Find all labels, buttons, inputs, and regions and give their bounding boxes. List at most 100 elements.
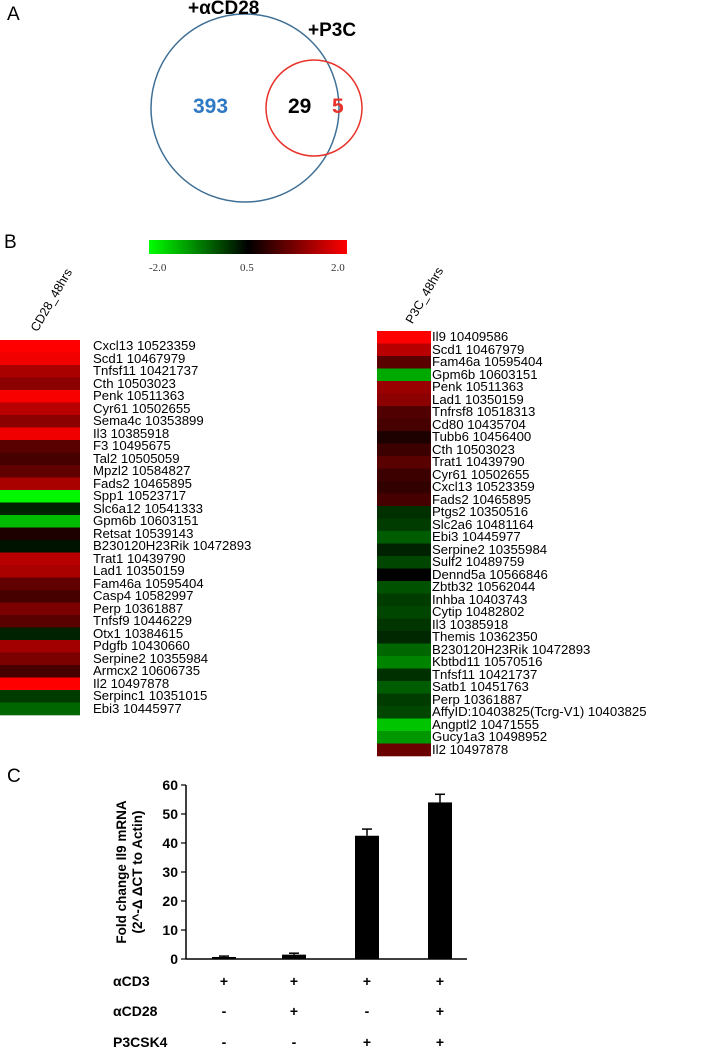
treatment-sign: + bbox=[435, 973, 445, 989]
gene-label: Cd80 10435704 bbox=[432, 416, 526, 432]
heatmap-cell bbox=[377, 381, 431, 394]
gene-label: Sulf2 10489759 bbox=[432, 554, 525, 570]
gene-label: Cyr61 10502655 bbox=[432, 466, 530, 482]
y-axis-label-line1: Fold change Il9 mRNA bbox=[114, 800, 129, 944]
heatmap-cell bbox=[0, 702, 80, 716]
heatmap-cell bbox=[377, 368, 431, 382]
gene-label: Spp1 10523717 bbox=[93, 488, 187, 504]
venn-count-p3c-only: 5 bbox=[332, 95, 344, 118]
gene-label: Otx1 10384615 bbox=[93, 625, 184, 641]
y-tick-label: 40 bbox=[162, 835, 178, 851]
gene-label: Serpine2 10355984 bbox=[432, 541, 548, 557]
gene-label: B230120H23Rik 10472893 bbox=[432, 641, 591, 657]
gene-label: Gpm6b 10603151 bbox=[93, 513, 199, 529]
heatmap-cell bbox=[0, 565, 80, 578]
scale-min-label: -2.0 bbox=[149, 262, 167, 274]
treatment-sign: + bbox=[362, 1034, 372, 1050]
gene-label: Fads2 10465895 bbox=[93, 475, 192, 491]
venn-circle-p3c bbox=[265, 59, 363, 157]
heatmap-cell bbox=[0, 627, 80, 641]
heatmap-cell bbox=[377, 693, 431, 707]
heatmap-cell bbox=[377, 568, 431, 582]
gene-label: Gpm6b 10603151 bbox=[432, 366, 538, 382]
heatmap-cell bbox=[0, 690, 80, 703]
gene-label: Trat1 10439790 bbox=[432, 454, 525, 470]
treatment-sign: - bbox=[291, 1034, 297, 1050]
heatmap-cell bbox=[0, 490, 80, 503]
treatment-label: P3CSK4 bbox=[113, 1034, 168, 1050]
heatmap-cell bbox=[0, 552, 80, 566]
gene-label: Slc2a6 10481164 bbox=[432, 516, 534, 532]
treatment-label: αCD3 bbox=[113, 973, 150, 989]
heatmap-cell bbox=[377, 506, 431, 519]
gene-label: Fam46a 10595404 bbox=[432, 354, 543, 370]
heatmap-cell bbox=[377, 518, 431, 532]
heatmap-cell bbox=[0, 677, 80, 691]
heatmap-cell bbox=[0, 465, 80, 478]
heatmap-cell bbox=[0, 377, 80, 391]
gene-label: Tnfrsf8 10518313 bbox=[432, 404, 536, 420]
heatmap-left bbox=[0, 340, 80, 716]
y-tick-label: 50 bbox=[162, 806, 178, 822]
gene-label: Il3 10385918 bbox=[93, 425, 170, 441]
scale-mid-label: 0.5 bbox=[240, 262, 254, 274]
heatmap-cell bbox=[0, 527, 80, 541]
y-axis-label: Fold change Il9 mRNA (2^-Δ ΔCT to Actin) bbox=[114, 772, 146, 972]
heatmap-cell bbox=[377, 343, 431, 357]
gene-label: Sema4c 10353899 bbox=[93, 413, 204, 429]
gene-label: Ptgs2 10350516 bbox=[432, 504, 529, 520]
y-tick-label: 10 bbox=[162, 922, 178, 938]
panel-b-label: B bbox=[4, 232, 17, 253]
y-tick-label: 60 bbox=[162, 777, 178, 793]
heatmap-cell bbox=[377, 393, 431, 407]
bar bbox=[282, 954, 306, 959]
heatmap-cell bbox=[377, 606, 431, 619]
panel-a-label: A bbox=[7, 4, 20, 25]
heatmap-cell bbox=[0, 615, 80, 628]
heatmap-cell bbox=[377, 431, 431, 444]
gene-label: B230120H23Rik 10472893 bbox=[93, 538, 252, 554]
heatmap-cell bbox=[377, 406, 431, 419]
treatment-sign: - bbox=[364, 1003, 370, 1019]
gene-label: Pdgfb 10430660 bbox=[93, 638, 190, 654]
gene-label: Satb1 10451763 bbox=[432, 679, 529, 695]
panel-c-label: C bbox=[7, 766, 21, 787]
gene-label: Fads2 10465895 bbox=[432, 491, 531, 507]
heatmap-cell bbox=[0, 540, 80, 553]
treatment-sign: - bbox=[221, 1034, 227, 1050]
gene-label: Cth 10503023 bbox=[93, 375, 176, 391]
gene-label: Tnfsf9 10446229 bbox=[93, 613, 192, 629]
gene-label: Mpzl2 10584827 bbox=[93, 463, 191, 479]
gene-label: Cxcl13 10523359 bbox=[432, 479, 535, 495]
gene-label: Zbtb32 10562044 bbox=[432, 579, 536, 595]
heatmap-cell bbox=[377, 731, 431, 744]
y-tick-label: 20 bbox=[162, 893, 178, 909]
gene-label: Kbtbd11 10570516 bbox=[432, 654, 543, 670]
venn-label-acd28: +αCD28 bbox=[188, 0, 260, 19]
heatmap-cell bbox=[377, 481, 431, 494]
heatmap-cell bbox=[0, 340, 80, 353]
gene-label: Inhba 10403743 bbox=[432, 591, 528, 607]
heatmap-cell bbox=[0, 602, 80, 616]
heatmap-cell bbox=[0, 352, 80, 366]
gene-label: Il3 10385918 bbox=[432, 616, 509, 632]
bar bbox=[428, 802, 452, 959]
heatmap-cell bbox=[377, 631, 431, 644]
color-scale-bar bbox=[149, 240, 347, 254]
y-axis-label-line2: (2^-Δ ΔCT to Actin) bbox=[130, 810, 145, 934]
heatmap-cell bbox=[377, 556, 431, 569]
heatmap-cell bbox=[377, 668, 431, 682]
heatmap-cell bbox=[377, 618, 431, 632]
heatmap-cell bbox=[0, 402, 80, 416]
gene-label: Slc6a12 10541333 bbox=[93, 500, 203, 516]
gene-label: Casp4 10582997 bbox=[93, 588, 194, 604]
gene-label: Cth 10503023 bbox=[432, 441, 515, 457]
heatmap-cell bbox=[0, 415, 80, 428]
heatmap-cell bbox=[377, 443, 431, 457]
gene-label: Cyr61 10502655 bbox=[93, 400, 191, 416]
treatment-sign: + bbox=[289, 1003, 299, 1019]
treatment-label: αCD28 bbox=[113, 1003, 158, 1019]
heatmap-right bbox=[377, 331, 431, 757]
gene-label: AffyID:10403825(Tcrg-V1) 10403825 bbox=[432, 704, 647, 720]
